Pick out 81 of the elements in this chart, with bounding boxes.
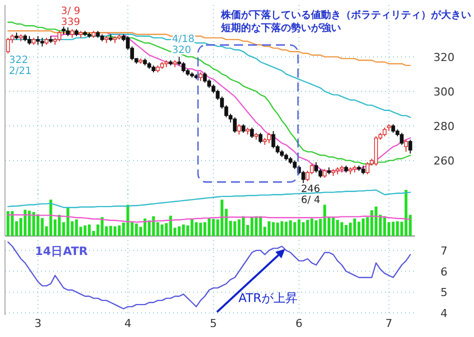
bar — [396, 221, 399, 236]
bar — [340, 222, 344, 236]
bar — [114, 226, 116, 236]
y-tick-label: 280 — [434, 120, 454, 133]
bar — [250, 217, 254, 236]
bar — [383, 216, 386, 236]
bar — [160, 224, 164, 236]
bar — [276, 222, 280, 236]
candlestick — [250, 127, 254, 138]
bar — [75, 219, 78, 236]
bar — [302, 222, 305, 236]
y-tick-label: 260 — [434, 154, 454, 168]
series-label: 14日ATR — [35, 244, 88, 258]
y-tick-label: 300 — [434, 85, 454, 98]
bar — [58, 214, 61, 236]
bar — [314, 220, 318, 236]
bar — [208, 218, 211, 236]
bar — [374, 206, 378, 236]
bar — [392, 222, 395, 236]
annotation: 短期的な下落の勢いが強い — [220, 22, 341, 34]
bar — [404, 190, 408, 236]
candlestick — [237, 124, 241, 136]
bar — [268, 221, 270, 236]
y-tick-label: 5 — [440, 286, 448, 300]
candlestick — [408, 139, 412, 154]
candlestick — [267, 132, 271, 144]
bar — [169, 216, 172, 236]
annotation: 3/ 9 339 — [61, 6, 80, 28]
bar — [203, 222, 206, 236]
bar — [194, 222, 198, 236]
bar — [348, 222, 352, 236]
candlestick — [6, 37, 10, 54]
candlestick — [271, 130, 276, 149]
y-tick-label: 320 — [434, 50, 454, 64]
bar — [242, 216, 245, 236]
bar — [289, 220, 292, 236]
line-series — [7, 34, 411, 118]
x-tick-label: 3 — [34, 317, 42, 330]
x-tick-label: 6 — [296, 317, 303, 330]
bar — [182, 224, 185, 236]
bar — [6, 211, 10, 236]
annotation: 322 2/21 — [9, 55, 32, 77]
bar — [310, 218, 314, 236]
y-tick-label: 4 — [440, 306, 448, 320]
candlestick — [400, 132, 404, 146]
bar — [332, 218, 335, 236]
candlestick — [232, 116, 237, 134]
x-tick-label: 7 — [385, 317, 392, 330]
candlestick — [404, 139, 408, 152]
bar — [358, 222, 360, 236]
line-series — [50, 32, 411, 172]
bar — [272, 222, 275, 236]
x-tick-label: 5 — [210, 317, 217, 330]
candlestick — [301, 170, 306, 186]
annotation: ATRが上昇 — [238, 291, 298, 305]
candlestick — [57, 30, 62, 42]
annotation: 246 6/ 4 — [301, 184, 320, 206]
line-series — [7, 241, 411, 310]
bar — [134, 224, 138, 236]
x-tick-label: 4 — [124, 317, 132, 330]
bar — [284, 222, 288, 236]
bar — [298, 219, 300, 236]
bar — [24, 210, 27, 236]
y-tick-label: 6 — [440, 265, 448, 278]
candlestick — [314, 162, 318, 174]
bar — [259, 216, 262, 236]
candlestick — [258, 132, 262, 144]
bar — [84, 225, 86, 236]
bar — [336, 220, 339, 236]
candlestick — [182, 62, 186, 73]
annotation: 株価が下落している値動き（ボラティリティ）が大きい — [220, 9, 471, 21]
y-tick-label: 7 — [440, 244, 448, 258]
candlestick — [366, 162, 370, 175]
bar — [144, 218, 146, 236]
bar — [293, 222, 296, 236]
bar — [220, 200, 224, 236]
bar — [152, 216, 155, 236]
bar — [28, 210, 31, 236]
bar — [40, 218, 44, 236]
bar — [36, 214, 40, 236]
bar — [190, 218, 194, 236]
